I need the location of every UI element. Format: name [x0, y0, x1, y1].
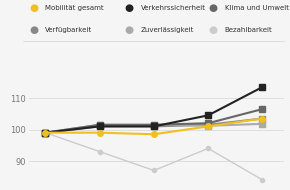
Text: ●: ●	[209, 25, 218, 35]
Text: Verfügbarkeit: Verfügbarkeit	[45, 27, 92, 33]
Text: ●: ●	[29, 3, 38, 13]
Text: ●: ●	[29, 25, 38, 35]
Text: Mobilität gesamt: Mobilität gesamt	[45, 5, 104, 11]
Text: Bezahlbarkeit: Bezahlbarkeit	[225, 27, 273, 33]
Text: Zuverlässigkeit: Zuverlässigkeit	[141, 27, 194, 33]
Text: Klima und Umwelt: Klima und Umwelt	[225, 5, 289, 11]
Text: Verkehrssicherheit: Verkehrssicherheit	[141, 5, 206, 11]
Text: ●: ●	[125, 25, 134, 35]
Text: ●: ●	[125, 3, 134, 13]
Text: ●: ●	[209, 3, 218, 13]
